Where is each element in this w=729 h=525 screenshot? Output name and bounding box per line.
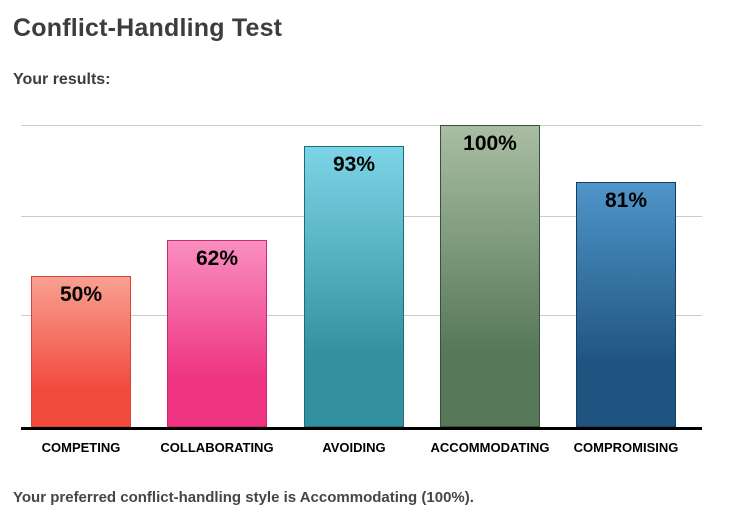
bar-value-label-competing: 50%: [59, 283, 103, 306]
category-label-accommodating: ACCOMMODATING: [430, 440, 550, 455]
category-label-competing: COMPETING: [41, 440, 121, 455]
bar-compromising: [576, 182, 676, 427]
bar-value-label-avoiding: 93%: [332, 153, 376, 176]
result-summary: Your preferred conflict-handling style i…: [13, 489, 474, 506]
category-label-avoiding: AVOIDING: [322, 440, 386, 455]
bar-value-label-accommodating: 100%: [463, 132, 517, 155]
bar-accommodating: [440, 125, 540, 427]
results-heading: Your results:: [13, 71, 111, 88]
bar-value-label-compromising: 81%: [604, 189, 648, 212]
gridline-100: [21, 125, 702, 126]
bar-collaborating: [167, 240, 267, 427]
category-label-compromising: COMPROMISING: [573, 440, 679, 455]
bar-value-label-collaborating: 62%: [195, 247, 239, 270]
x-axis-line: [21, 427, 702, 430]
page-title: Conflict-Handling Test: [13, 14, 283, 42]
bar-avoiding: [304, 146, 404, 427]
category-label-collaborating: COLLABORATING: [160, 440, 274, 455]
bar-competing: [31, 276, 131, 427]
